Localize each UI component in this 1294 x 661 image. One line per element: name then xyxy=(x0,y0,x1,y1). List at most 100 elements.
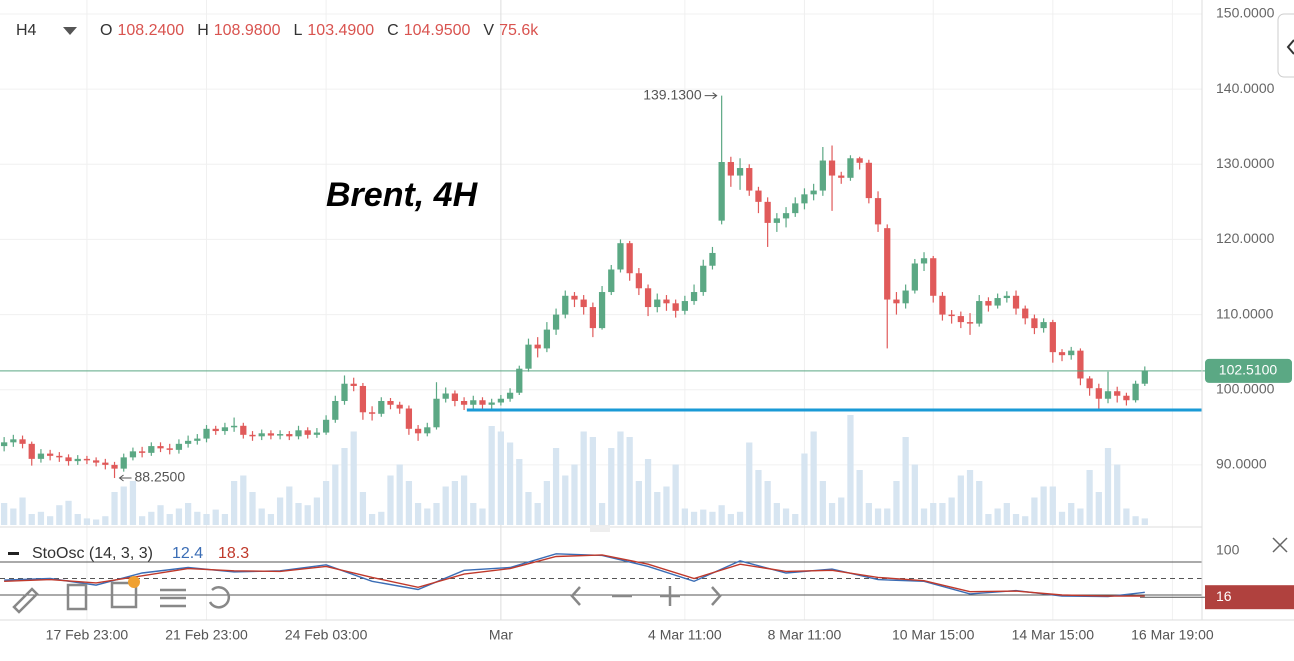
layers-tool[interactable] xyxy=(110,581,138,609)
scroll-left[interactable] xyxy=(570,586,581,606)
volume-bar xyxy=(598,503,606,525)
candle-body xyxy=(727,162,734,176)
volume-bar xyxy=(1132,516,1139,525)
volume-bar xyxy=(433,503,440,525)
scroll-right[interactable] xyxy=(711,586,722,606)
volume-bar xyxy=(939,503,946,525)
candle-body xyxy=(700,265,707,293)
candle-body xyxy=(460,401,468,405)
volume-bar xyxy=(47,516,54,525)
volume-bar xyxy=(304,505,311,525)
volume-bar xyxy=(617,431,624,525)
candle-body xyxy=(976,301,983,324)
volume-bar xyxy=(148,511,155,525)
candle-body xyxy=(65,457,72,462)
candle-body xyxy=(617,243,624,270)
volume-bar xyxy=(313,497,321,525)
candle-body xyxy=(387,401,394,405)
candle-body xyxy=(148,446,155,453)
candle-body xyxy=(74,458,81,462)
side-panel-tab[interactable] xyxy=(1277,13,1294,78)
candle-body xyxy=(690,292,698,302)
annotation-label: 88.2500 xyxy=(135,469,186,485)
settings-tool[interactable] xyxy=(160,588,186,608)
stoch-badge-label: 16 xyxy=(1216,588,1232,604)
ohlc-key: C xyxy=(387,22,399,39)
volume-bar xyxy=(129,481,137,525)
candle-body xyxy=(948,314,955,317)
candle-body xyxy=(654,299,661,308)
x-tick-label: Mar xyxy=(489,627,513,643)
candle-body xyxy=(1068,350,1075,356)
collapse-icon[interactable] xyxy=(8,552,19,555)
candle-body xyxy=(497,398,505,403)
candle-body xyxy=(442,393,449,399)
reset-tool[interactable] xyxy=(208,586,231,609)
volume-bar xyxy=(93,519,100,525)
candle-body xyxy=(56,455,63,458)
notes-tool[interactable] xyxy=(66,583,88,611)
x-tick-label: 14 Mar 15:00 xyxy=(1012,627,1095,643)
candle-body xyxy=(157,446,164,449)
volume-layer xyxy=(1,415,1148,525)
volume-bar xyxy=(755,470,762,525)
candle-body xyxy=(332,401,339,420)
volume-bar xyxy=(856,470,863,525)
volume-bar xyxy=(902,437,909,525)
volume-bar xyxy=(966,470,974,525)
candle-body xyxy=(985,301,992,306)
volume-bar xyxy=(1123,508,1130,525)
volume-bar xyxy=(746,442,753,525)
volume-bar xyxy=(543,481,551,525)
toolbar xyxy=(12,576,722,614)
volume-bar xyxy=(405,481,413,525)
volume-bar xyxy=(488,426,495,525)
volume-bar xyxy=(350,431,357,525)
zoom-in[interactable] xyxy=(660,586,680,606)
volume-bar xyxy=(562,475,569,525)
indicator-name: StoOsc (14, 3, 3) xyxy=(32,545,153,562)
volume-bar xyxy=(1031,497,1038,525)
candle-body xyxy=(28,443,35,459)
candle-body xyxy=(1031,318,1038,329)
last-price-badge xyxy=(1205,358,1292,383)
candle-body xyxy=(396,404,403,409)
candle-body xyxy=(341,383,348,402)
candle-body xyxy=(847,158,854,178)
volume-bar xyxy=(957,475,964,525)
last-price-label: 102.5100 xyxy=(1219,362,1278,378)
resize-handle[interactable] xyxy=(590,525,610,532)
close-indicator[interactable] xyxy=(1272,537,1288,553)
volume-bar xyxy=(37,511,45,525)
candle-body xyxy=(902,290,909,304)
candle-body xyxy=(1040,322,1047,329)
volume-bar xyxy=(994,508,1001,525)
ohlc-value: 103.4900 xyxy=(307,22,374,39)
stoch-badge xyxy=(1205,585,1294,610)
candle-body xyxy=(893,299,900,304)
y-tick-label: 120.0000 xyxy=(1216,230,1275,246)
volume-bar xyxy=(460,475,468,525)
pencil-tool[interactable] xyxy=(12,587,39,614)
candle-body xyxy=(1123,395,1130,401)
volume-bar xyxy=(534,503,541,525)
candle-body xyxy=(1132,383,1139,401)
timeframe[interactable]: H4 xyxy=(16,22,37,39)
candle-body xyxy=(405,408,413,429)
candle-body xyxy=(83,458,91,461)
dropdown-arrow[interactable] xyxy=(63,27,77,35)
candle-body xyxy=(552,314,560,330)
volume-bar xyxy=(792,514,799,525)
candle-body xyxy=(166,448,173,450)
candle-body xyxy=(1022,308,1029,319)
candle-body xyxy=(286,434,293,437)
candle-body xyxy=(194,438,201,441)
volume-bar xyxy=(230,481,238,525)
volume-bar xyxy=(644,459,652,525)
volume-bar xyxy=(736,511,744,525)
x-tick-label: 10 Mar 15:00 xyxy=(892,627,975,643)
volume-bar xyxy=(847,415,854,525)
volume-bar xyxy=(976,481,983,525)
